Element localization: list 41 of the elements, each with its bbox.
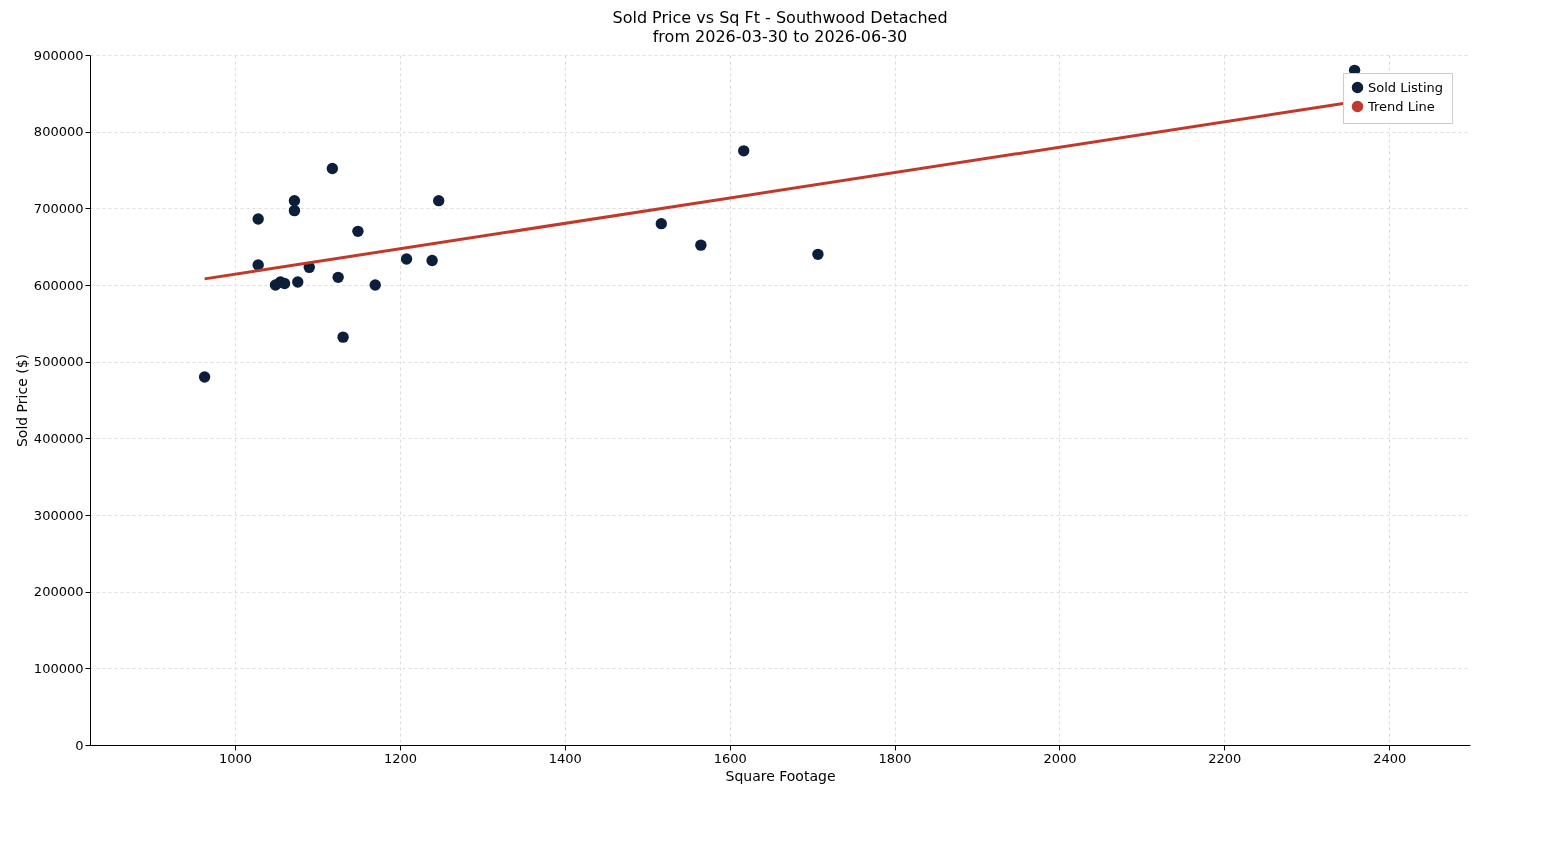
y-tick-label: 0	[75, 737, 84, 753]
point	[337, 331, 349, 343]
point	[426, 254, 438, 267]
point	[352, 225, 364, 238]
y-tick-label: 800000	[33, 124, 84, 140]
x-tick-label: 1400	[548, 750, 582, 766]
point	[326, 162, 339, 175]
x-axis-title: Square Footage	[725, 767, 836, 784]
legend-label: Trend Line	[1367, 98, 1435, 114]
point	[812, 248, 824, 261]
point	[288, 194, 301, 207]
point	[198, 371, 211, 383]
legend-label: Sold Listing	[1368, 79, 1444, 95]
x-tick-label: 2400	[1373, 750, 1407, 766]
point	[400, 253, 413, 265]
x-tick-label: 1000	[219, 750, 253, 766]
y-tick-label: 100000	[33, 660, 84, 676]
y-tick-label: 700000	[33, 200, 84, 216]
x-tick-label: 2200	[1208, 750, 1242, 766]
y-tick-label: 900000	[33, 47, 84, 63]
chart-title: Sold Price vs Sq Ft - Southwood Detached	[612, 8, 948, 27]
point	[252, 213, 264, 225]
chart-subtitle: from 2026-03-30 to 2026-06-30	[652, 27, 908, 46]
x-tick-label: 1800	[878, 750, 912, 766]
x-tick-label: 1200	[383, 750, 418, 766]
point	[655, 217, 667, 230]
point	[738, 145, 750, 157]
x-tick-label: 1600	[713, 750, 747, 766]
point	[369, 279, 381, 291]
x-tick-label: 2000	[1043, 750, 1077, 766]
y-tick-label: 400000	[33, 430, 84, 446]
point	[332, 271, 344, 284]
y-tick-label: 600000	[33, 277, 84, 293]
point	[695, 239, 707, 251]
point	[288, 204, 301, 217]
y-tick-label: 300000	[33, 507, 84, 523]
y-tick-label: 500000	[33, 354, 84, 370]
point	[292, 276, 304, 288]
point	[433, 194, 445, 207]
y-tick-label: 200000	[33, 584, 84, 600]
y-axis-title: Sold Price ($)	[13, 353, 30, 448]
